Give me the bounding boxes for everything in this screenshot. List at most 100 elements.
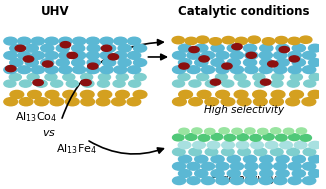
Circle shape — [63, 74, 75, 81]
Circle shape — [27, 74, 39, 81]
Circle shape — [253, 74, 265, 81]
Circle shape — [246, 52, 257, 58]
Circle shape — [88, 63, 98, 69]
Circle shape — [100, 37, 113, 45]
Circle shape — [205, 80, 217, 87]
Circle shape — [259, 177, 273, 184]
Circle shape — [73, 37, 86, 45]
Circle shape — [35, 80, 47, 87]
Text: $vs$: $vs$ — [42, 128, 56, 138]
Circle shape — [280, 141, 292, 149]
Circle shape — [103, 59, 116, 67]
Circle shape — [263, 133, 274, 140]
Circle shape — [108, 54, 119, 60]
Circle shape — [216, 177, 229, 184]
Circle shape — [195, 59, 208, 66]
Circle shape — [235, 37, 247, 45]
Circle shape — [114, 66, 127, 74]
Text: Catalytic conditions: Catalytic conditions — [178, 5, 310, 18]
Circle shape — [227, 155, 240, 163]
Circle shape — [287, 80, 299, 87]
Circle shape — [209, 38, 222, 45]
Circle shape — [292, 170, 305, 177]
Circle shape — [222, 36, 235, 44]
Circle shape — [195, 155, 208, 163]
Circle shape — [66, 80, 78, 87]
Circle shape — [302, 98, 316, 106]
Circle shape — [25, 59, 38, 67]
Circle shape — [271, 128, 281, 134]
Circle shape — [4, 66, 17, 74]
Circle shape — [45, 37, 58, 45]
Circle shape — [187, 51, 200, 59]
Circle shape — [59, 66, 72, 74]
Circle shape — [271, 90, 285, 98]
Circle shape — [288, 66, 301, 74]
Circle shape — [245, 162, 258, 170]
Circle shape — [4, 80, 16, 87]
Circle shape — [274, 66, 287, 74]
Circle shape — [10, 90, 24, 98]
Circle shape — [127, 98, 141, 106]
Circle shape — [96, 98, 110, 106]
Circle shape — [276, 155, 289, 163]
Circle shape — [9, 74, 21, 81]
Circle shape — [10, 44, 23, 52]
Circle shape — [133, 90, 147, 98]
Circle shape — [201, 66, 215, 74]
Circle shape — [113, 80, 125, 87]
Circle shape — [86, 66, 99, 74]
Circle shape — [286, 98, 300, 106]
Circle shape — [98, 90, 112, 98]
Circle shape — [4, 37, 17, 45]
Circle shape — [103, 44, 116, 52]
Circle shape — [42, 61, 53, 67]
Circle shape — [197, 74, 209, 81]
Circle shape — [178, 170, 192, 177]
Circle shape — [185, 134, 197, 140]
Circle shape — [172, 148, 185, 156]
Circle shape — [272, 74, 284, 81]
Circle shape — [4, 98, 18, 106]
Circle shape — [222, 80, 234, 87]
Circle shape — [118, 44, 131, 52]
Circle shape — [211, 155, 224, 163]
Circle shape — [172, 80, 185, 87]
Circle shape — [205, 148, 218, 156]
Circle shape — [118, 59, 131, 67]
Circle shape — [100, 66, 113, 74]
Circle shape — [18, 37, 31, 45]
Circle shape — [251, 141, 263, 149]
Circle shape — [72, 59, 85, 67]
Circle shape — [45, 90, 59, 98]
Circle shape — [237, 98, 251, 106]
Circle shape — [201, 162, 215, 170]
Circle shape — [253, 98, 267, 106]
Circle shape — [268, 61, 278, 67]
Circle shape — [290, 74, 303, 81]
Circle shape — [244, 170, 257, 177]
Circle shape — [197, 90, 211, 98]
Circle shape — [187, 66, 200, 74]
Circle shape — [232, 44, 242, 50]
Circle shape — [116, 90, 129, 98]
Circle shape — [127, 66, 141, 74]
Circle shape — [260, 170, 273, 177]
Circle shape — [81, 90, 94, 98]
Circle shape — [274, 177, 287, 184]
Circle shape — [100, 52, 113, 59]
Circle shape — [63, 90, 77, 98]
Circle shape — [259, 51, 273, 59]
Circle shape — [45, 52, 58, 59]
Circle shape — [271, 80, 283, 87]
Text: UHV: UHV — [40, 5, 69, 18]
Circle shape — [260, 155, 273, 163]
Circle shape — [114, 37, 127, 45]
Circle shape — [51, 80, 63, 87]
Circle shape — [274, 162, 287, 170]
Circle shape — [292, 59, 305, 66]
Circle shape — [216, 51, 229, 59]
Circle shape — [179, 90, 192, 98]
Text: Al$_{13}$Co$_4$: Al$_{13}$Co$_4$ — [15, 110, 57, 124]
Circle shape — [133, 44, 147, 52]
